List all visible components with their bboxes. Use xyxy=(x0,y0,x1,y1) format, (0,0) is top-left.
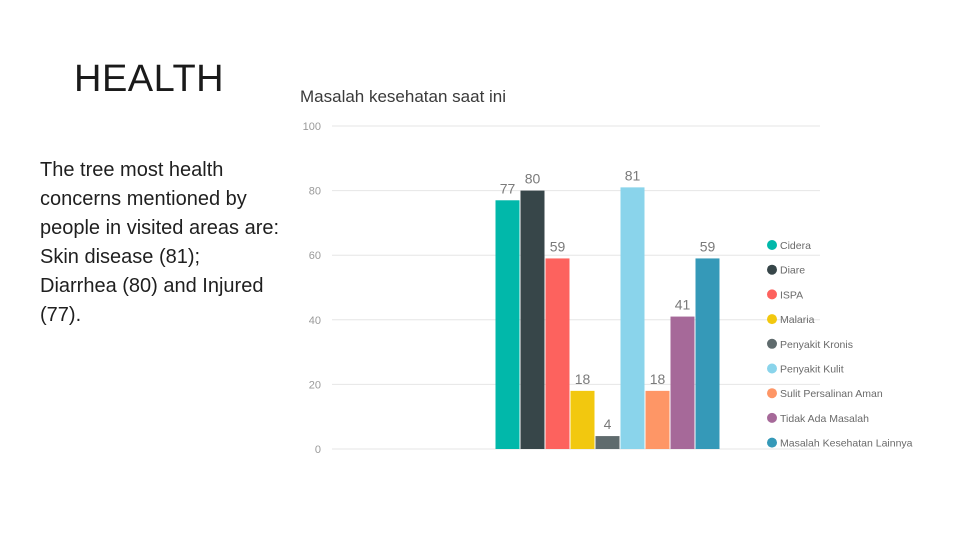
data-label-malaria: 18 xyxy=(575,371,591,387)
bar-penyakit-kronis xyxy=(595,436,620,449)
legend-label-penyakit-kulit: Penyakit Kulit xyxy=(780,364,844,376)
legend-label-ispa: ISPA xyxy=(780,289,803,301)
slide-body-text: The tree most health concerns mentioned … xyxy=(40,159,280,326)
y-tick-label-0: 0 xyxy=(315,444,321,456)
y-tick-label-100: 100 xyxy=(303,121,321,133)
legend-marker-penyakit-kulit xyxy=(767,363,777,374)
y-tick-label-40: 40 xyxy=(309,315,321,327)
legend-marker-penyakit-kronis xyxy=(767,338,777,349)
chart-title: Masalah kesehatan saat ini xyxy=(300,87,506,106)
bar-penyakit-kulit xyxy=(620,187,645,449)
bar-sulit-persalinan-aman xyxy=(645,390,670,449)
data-label-cidera: 77 xyxy=(500,180,516,196)
legend-marker-cidera xyxy=(767,240,777,250)
y-tick-label-20: 20 xyxy=(309,379,321,391)
bar-masalah-kesehatan-lainnya xyxy=(695,258,720,449)
data-label-penyakit-kronis: 4 xyxy=(604,416,612,432)
y-tick-label-80: 80 xyxy=(309,186,321,198)
legend-label-masalah-kesehatan-lainnya: Masalah Kesehatan Lainnya xyxy=(780,438,913,450)
legend-marker-sulit-persalinan-aman xyxy=(767,388,777,399)
bar-tidak-ada-masalah xyxy=(670,316,695,449)
legend-label-penyakit-kronis: Penyakit Kronis xyxy=(780,339,853,351)
legend-marker-tidak-ada-masalah xyxy=(767,412,777,423)
legend-marker-masalah-kesehatan-lainnya xyxy=(767,437,777,448)
legend-marker-diare xyxy=(767,264,777,275)
legend-label-cidera: Cidera xyxy=(780,240,811,252)
legend-label-diare: Diare xyxy=(780,265,805,277)
y-tick-label-60: 60 xyxy=(309,250,321,262)
chart-data-labels: 77 80 59 18 4 81 18 41 59 xyxy=(500,167,716,432)
data-label-masalah-kesehatan-lainnya: 59 xyxy=(700,238,716,254)
data-label-diare: 80 xyxy=(525,171,541,187)
data-label-sulit-persalinan-aman: 18 xyxy=(650,371,666,387)
bar-malaria xyxy=(570,390,595,449)
data-label-penyakit-kulit: 81 xyxy=(625,167,641,183)
data-label-tidak-ada-masalah: 41 xyxy=(675,297,691,313)
chart-bars xyxy=(495,187,720,449)
slide-title: HEALTH xyxy=(74,58,225,100)
legend-marker-ispa xyxy=(767,289,777,300)
chart-legend: Cidera Diare ISPA Malaria Penyakit Kronis Pen… xyxy=(767,240,913,450)
y-axis-ticks: 0 20 40 60 80 100 xyxy=(303,121,321,456)
data-label-ispa: 59 xyxy=(550,238,566,254)
legend-label-tidak-ada-masalah: Tidak Ada Masalah xyxy=(780,413,869,425)
bar-diare xyxy=(520,190,545,449)
bar-cidera xyxy=(495,200,520,449)
legend-marker-malaria xyxy=(767,314,777,325)
bar-ispa xyxy=(545,258,570,449)
legend-label-malaria: Malaria xyxy=(780,314,815,326)
legend-label-sulit-persalinan-aman: Sulit Persalinan Aman xyxy=(780,388,883,400)
